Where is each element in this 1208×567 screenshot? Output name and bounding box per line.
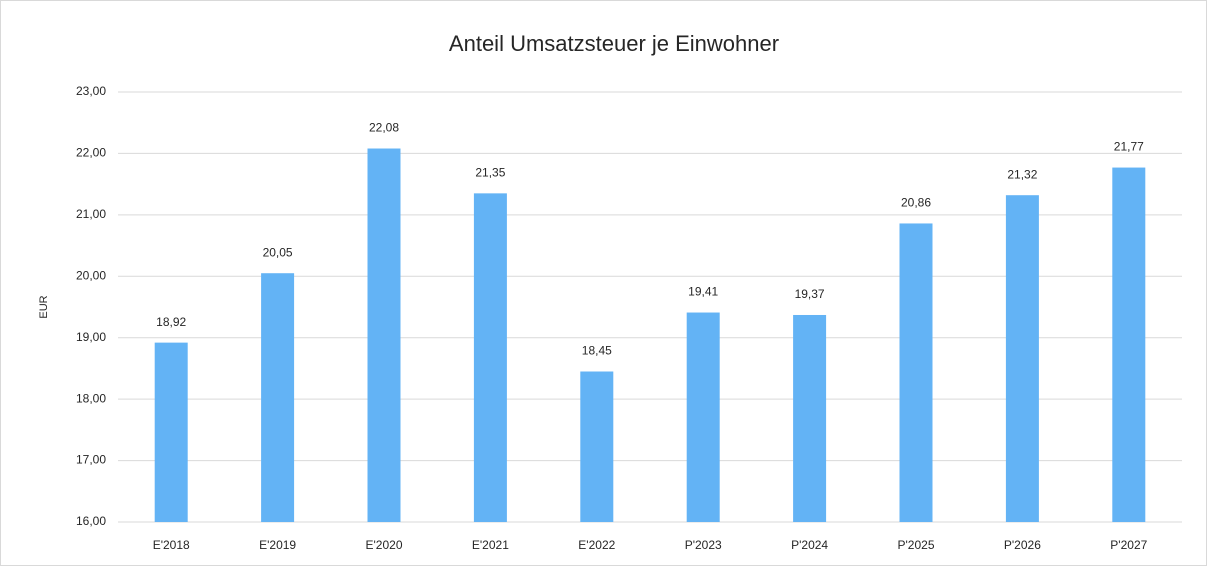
data-label: 18,92 [156, 315, 186, 329]
y-tick-label: 21,00 [76, 207, 106, 221]
y-tick-label: 17,00 [76, 453, 106, 467]
x-tick-label: E'2021 [472, 538, 509, 552]
data-label: 22,08 [369, 121, 399, 135]
data-label: 21,32 [1007, 167, 1037, 181]
bar [473, 193, 507, 522]
x-tick-label: P'2026 [1004, 538, 1041, 552]
y-axis-label: EUR [38, 295, 50, 318]
bar [1112, 167, 1146, 523]
data-label: 20,86 [901, 196, 931, 210]
x-tick-label: E'2022 [578, 538, 615, 552]
x-tick-label: P'2027 [1110, 538, 1147, 552]
data-label: 21,77 [1114, 140, 1144, 154]
y-tick-label: 23,00 [76, 84, 106, 98]
x-tick-label: P'2024 [791, 538, 828, 552]
chart-title: Anteil Umsatzsteuer je Einwohner [449, 31, 779, 56]
bar [793, 314, 827, 522]
data-label: 18,45 [582, 344, 612, 358]
bar [367, 148, 401, 522]
bar [1005, 195, 1039, 522]
bar [154, 342, 188, 522]
x-tick-label: E'2019 [259, 538, 296, 552]
y-tick-label: 20,00 [76, 268, 106, 282]
x-tick-label: P'2023 [685, 538, 722, 552]
bar [580, 371, 614, 522]
y-tick-label: 16,00 [76, 514, 106, 528]
y-tick-label: 18,00 [76, 391, 106, 405]
y-tick-label: 22,00 [76, 146, 106, 160]
x-tick-label: E'2018 [153, 538, 190, 552]
bar [899, 223, 933, 522]
bar [261, 273, 295, 522]
y-tick-label: 19,00 [76, 330, 106, 344]
x-tick-label: E'2020 [366, 538, 403, 552]
data-label: 19,41 [688, 285, 718, 299]
x-tick-label: P'2025 [898, 538, 935, 552]
bar [686, 312, 720, 522]
data-label: 20,05 [263, 245, 293, 259]
data-label: 21,35 [475, 166, 505, 180]
data-label: 19,37 [795, 287, 825, 301]
